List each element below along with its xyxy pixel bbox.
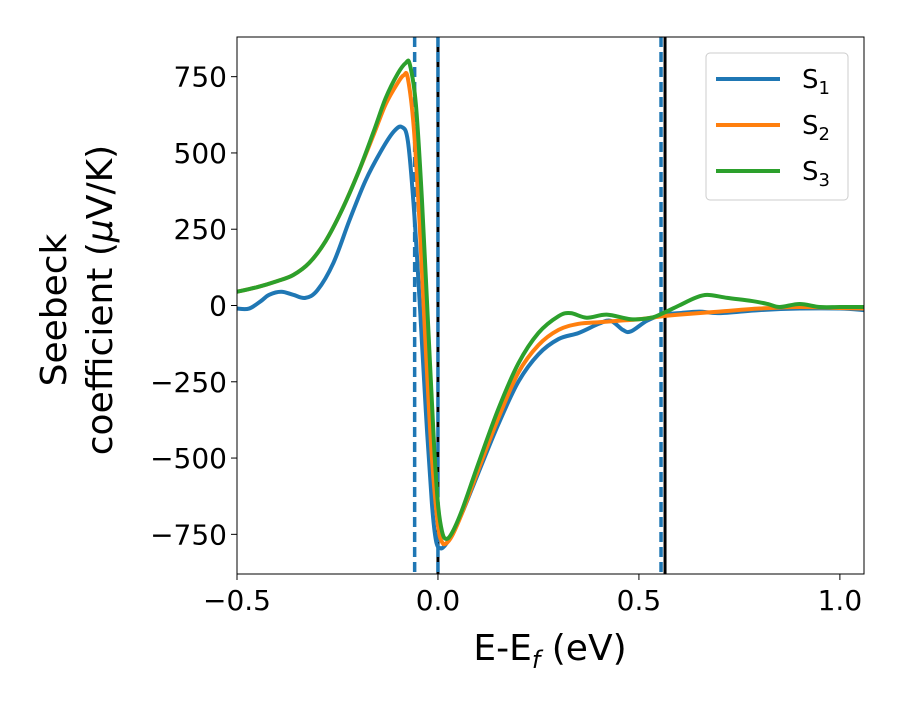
y-tick-label-5: −500 <box>150 442 227 475</box>
series-layer <box>237 58 864 551</box>
y-tick-label-0: 750 <box>174 61 227 94</box>
y-axis-title: Seebeck <box>34 233 75 386</box>
x-axis: −0.5 0.0 0.5 1.0 <box>203 574 862 617</box>
x-axis-title-main: E-E <box>473 628 531 669</box>
legend-label-s3-sub: 3 <box>819 170 830 191</box>
y-tick-label-3: 0 <box>209 290 227 323</box>
y-axis-title-unit: V/K) <box>80 145 121 219</box>
legend: S1 S2 S3 <box>705 52 849 201</box>
legend-label-s2: S2 <box>802 111 830 145</box>
series-line-s3 <box>237 58 864 541</box>
y-axis-title-line1: Seebeck <box>34 233 75 386</box>
legend-label-s3-name: S <box>802 157 819 187</box>
x-tick-label-1: 0.0 <box>416 584 461 617</box>
y-axis-title-line2: coefficient ( <box>80 242 121 455</box>
y-axis-title-mu: μ <box>80 219 121 243</box>
x-tick-label-2: 0.5 <box>617 584 662 617</box>
y-tick-label-2: 250 <box>174 213 227 246</box>
legend-label-s2-name: S <box>802 111 819 141</box>
x-axis-title-unit: (eV) <box>540 628 626 669</box>
y-axis-title-2: coefficient (μV/K) <box>80 145 121 455</box>
legend-label-s1: S1 <box>802 65 830 99</box>
x-tick-label-0: −0.5 <box>203 584 271 617</box>
legend-label-s1-sub: 1 <box>819 78 830 99</box>
legend-item-s1: S1 <box>716 65 830 99</box>
y-axis: 750 500 250 0 −250 −500 −750 <box>150 61 237 551</box>
y-tick-label-4: −250 <box>150 366 227 399</box>
x-axis-title: E-Ef (eV) <box>473 628 626 674</box>
legend-item-s2: S2 <box>716 111 830 145</box>
legend-item-s3: S3 <box>716 157 830 191</box>
x-tick-label-3: 1.0 <box>818 584 863 617</box>
legend-label-s1-name: S <box>802 65 819 95</box>
legend-label-s3: S3 <box>802 157 830 191</box>
legend-label-s2-sub: 2 <box>819 124 830 145</box>
y-tick-label-1: 500 <box>174 137 227 170</box>
y-tick-label-6: −750 <box>150 518 227 551</box>
